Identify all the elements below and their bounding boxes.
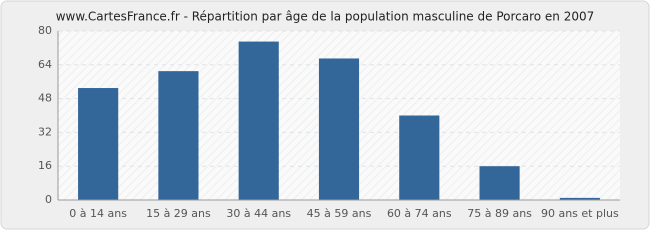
y-tick-label: 64 <box>38 58 52 71</box>
bar <box>318 58 360 201</box>
chart: www.CartesFrance.fr - Répartition par âg… <box>0 0 650 230</box>
y-tick-label: 32 <box>38 125 52 138</box>
y-tick-label: 80 <box>38 24 52 37</box>
x-tick-label: 75 à 89 ans <box>467 207 532 220</box>
chart-title: www.CartesFrance.fr - Répartition par âg… <box>56 10 595 24</box>
y-tick-label: 0 <box>45 193 52 206</box>
bar <box>78 88 119 200</box>
bar <box>238 41 279 200</box>
x-tick-label: 30 à 44 ans <box>226 207 291 220</box>
bar <box>399 115 440 200</box>
x-tick-label: 60 à 74 ans <box>387 207 452 220</box>
x-tick-label: 45 à 59 ans <box>307 207 372 220</box>
y-tick-label: 16 <box>38 159 52 172</box>
bar <box>479 166 520 200</box>
y-tick-label: 48 <box>38 92 52 105</box>
bar <box>559 197 600 200</box>
x-tick-label: 90 ans et plus <box>541 207 619 220</box>
bar <box>158 71 199 200</box>
x-tick-label: 0 à 14 ans <box>69 207 127 220</box>
x-tick-label: 15 à 29 ans <box>146 207 211 220</box>
